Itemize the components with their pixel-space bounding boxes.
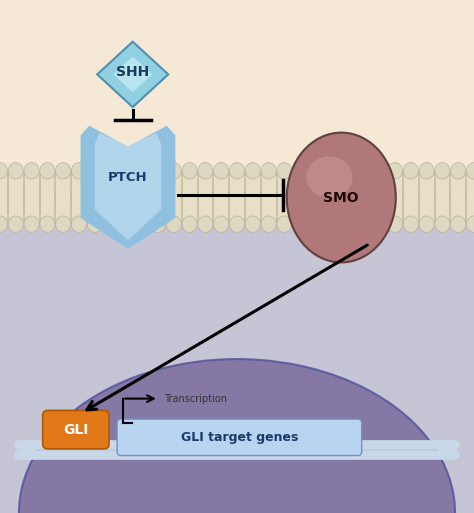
Polygon shape [95, 133, 161, 240]
Circle shape [435, 163, 450, 179]
Circle shape [403, 163, 419, 179]
Circle shape [87, 216, 102, 232]
Circle shape [24, 216, 39, 232]
Circle shape [214, 163, 229, 179]
Polygon shape [0, 223, 474, 513]
Circle shape [356, 216, 371, 232]
Circle shape [387, 216, 402, 232]
Circle shape [214, 216, 229, 232]
Circle shape [340, 216, 355, 232]
Circle shape [387, 163, 402, 179]
Ellipse shape [306, 156, 353, 198]
Circle shape [198, 163, 213, 179]
Circle shape [245, 216, 260, 232]
Circle shape [292, 163, 308, 179]
Circle shape [229, 163, 245, 179]
Circle shape [324, 163, 339, 179]
Polygon shape [113, 56, 152, 92]
Circle shape [40, 163, 55, 179]
Circle shape [103, 163, 118, 179]
Circle shape [309, 163, 324, 179]
Circle shape [451, 163, 466, 179]
Circle shape [435, 216, 450, 232]
Circle shape [72, 163, 87, 179]
Circle shape [182, 216, 197, 232]
Circle shape [135, 216, 150, 232]
Circle shape [0, 163, 8, 179]
Circle shape [40, 216, 55, 232]
Ellipse shape [19, 359, 455, 513]
Circle shape [119, 163, 134, 179]
Circle shape [166, 163, 182, 179]
Circle shape [261, 163, 276, 179]
Circle shape [198, 216, 213, 232]
Circle shape [103, 216, 118, 232]
Circle shape [340, 163, 355, 179]
Circle shape [372, 216, 387, 232]
Circle shape [419, 163, 434, 179]
Circle shape [135, 163, 150, 179]
Circle shape [292, 216, 308, 232]
FancyBboxPatch shape [117, 419, 362, 456]
Circle shape [245, 163, 260, 179]
Circle shape [87, 163, 102, 179]
Bar [0, 172, 474, 223]
Circle shape [182, 163, 197, 179]
Circle shape [229, 216, 245, 232]
Text: Transcription: Transcription [164, 393, 228, 404]
Circle shape [166, 216, 182, 232]
Circle shape [277, 163, 292, 179]
Circle shape [356, 163, 371, 179]
Circle shape [24, 163, 39, 179]
Circle shape [150, 216, 165, 232]
Circle shape [419, 216, 434, 232]
Polygon shape [81, 126, 175, 249]
Text: GLI: GLI [63, 423, 89, 437]
Text: PTCH: PTCH [108, 171, 148, 184]
Circle shape [150, 163, 165, 179]
Circle shape [372, 163, 387, 179]
Text: SMO: SMO [323, 190, 359, 205]
Circle shape [466, 163, 474, 179]
Polygon shape [97, 42, 168, 107]
Circle shape [8, 216, 23, 232]
Text: GLI target genes: GLI target genes [181, 431, 298, 444]
Circle shape [119, 216, 134, 232]
Ellipse shape [287, 133, 396, 263]
Circle shape [466, 216, 474, 232]
Circle shape [403, 216, 419, 232]
Circle shape [261, 216, 276, 232]
Polygon shape [0, 0, 474, 223]
Circle shape [277, 216, 292, 232]
Circle shape [72, 216, 87, 232]
Circle shape [324, 216, 339, 232]
Text: SHH: SHH [116, 65, 149, 79]
Circle shape [451, 216, 466, 232]
Circle shape [309, 216, 324, 232]
Circle shape [0, 216, 8, 232]
Circle shape [55, 163, 71, 179]
Circle shape [55, 216, 71, 232]
FancyBboxPatch shape [43, 410, 109, 449]
Circle shape [8, 163, 23, 179]
